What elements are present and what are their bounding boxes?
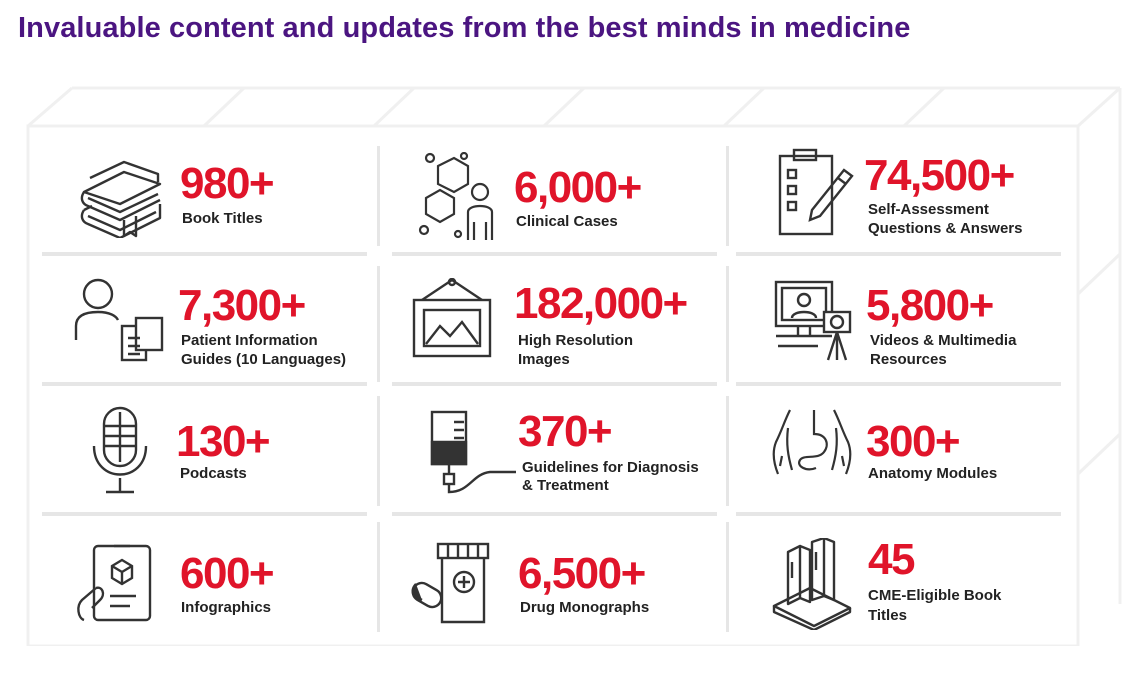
cropped-heading-line bbox=[0, 0, 1140, 4]
stat-anatomy-modules: 300+ Anatomy Modules bbox=[740, 396, 1070, 512]
stat-label: Titles bbox=[868, 607, 907, 624]
stat-value: 300+ bbox=[866, 417, 961, 466]
stat-guidelines: 370+ Guidelines for Diagnosis & Treatmen… bbox=[390, 396, 720, 512]
framed-picture-icon bbox=[412, 278, 492, 358]
stat-label: Podcasts bbox=[180, 465, 247, 482]
microphone-icon bbox=[92, 406, 148, 496]
stat-label: Self-Assessment bbox=[868, 201, 989, 218]
stat-cme-book-titles: 45 CME-Eligible Book Titles bbox=[740, 526, 1070, 638]
row-divider bbox=[736, 382, 1061, 386]
stat-label: Images bbox=[518, 351, 570, 368]
pill-bottle-icon bbox=[410, 542, 492, 626]
column-divider bbox=[377, 266, 380, 382]
column-divider bbox=[726, 146, 729, 246]
stat-label: Resources bbox=[870, 351, 947, 368]
stat-patient-information: 7,300+ Patient Information Guides (10 La… bbox=[40, 264, 370, 382]
stat-label: Videos & Multimedia bbox=[870, 332, 1017, 349]
stat-label: High Resolution bbox=[518, 332, 633, 349]
stat-label: Questions & Answers bbox=[868, 220, 1023, 237]
stat-high-resolution-images: 182,000+ High Resolution Images bbox=[390, 264, 720, 382]
stat-label: Drug Monographs bbox=[520, 599, 650, 616]
stat-clinical-cases: 6,000+ Clinical Cases bbox=[390, 140, 720, 250]
stat-value: 6,000+ bbox=[514, 163, 642, 212]
stat-value: 370+ bbox=[518, 407, 613, 456]
stat-label: Infographics bbox=[181, 599, 272, 616]
torso-anatomy-icon bbox=[770, 408, 854, 496]
row-divider bbox=[42, 382, 367, 386]
column-divider bbox=[377, 396, 380, 506]
column-divider bbox=[377, 522, 380, 632]
row-divider bbox=[736, 512, 1061, 516]
column-divider bbox=[726, 522, 729, 632]
column-divider bbox=[726, 266, 729, 382]
stat-value: 7,300+ bbox=[178, 281, 306, 330]
row-divider bbox=[736, 252, 1061, 256]
stat-book-titles: 980+ Book Titles bbox=[40, 140, 370, 250]
column-divider bbox=[726, 396, 729, 506]
book-stack-icon bbox=[770, 538, 854, 630]
row-divider bbox=[392, 252, 717, 256]
stat-infographics: 600+ Infographics bbox=[40, 526, 370, 638]
row-divider bbox=[42, 252, 367, 256]
stat-value: 45 bbox=[868, 535, 915, 584]
background-frame bbox=[26, 86, 1122, 646]
stat-podcasts: 130+ Podcasts bbox=[40, 396, 370, 512]
stat-label: Guides (10 Languages) bbox=[181, 351, 347, 368]
stat-value: 5,800+ bbox=[866, 281, 994, 330]
row-divider bbox=[392, 382, 717, 386]
stat-label: Clinical Cases bbox=[516, 213, 618, 230]
monitor-camera-icon bbox=[774, 280, 856, 362]
stat-self-assessment: 74,500+ Self-Assessment Questions & Answ… bbox=[740, 140, 1070, 250]
stat-value: 980+ bbox=[180, 159, 275, 208]
stat-label: Patient Information bbox=[181, 332, 318, 349]
stat-label: Anatomy Modules bbox=[868, 465, 998, 482]
stat-videos-multimedia: 5,800+ Videos & Multimedia Resources bbox=[740, 264, 1070, 382]
stat-value: 600+ bbox=[180, 549, 275, 598]
stat-label: & Treatment bbox=[522, 477, 609, 494]
stat-label: Book Titles bbox=[182, 210, 263, 227]
stat-value: 182,000+ bbox=[514, 279, 688, 328]
tablet-hand-icon bbox=[74, 542, 154, 622]
row-divider bbox=[392, 512, 717, 516]
stat-value: 130+ bbox=[176, 417, 271, 466]
clinical-case-icon bbox=[418, 152, 502, 240]
stat-label: CME-Eligible Book bbox=[868, 587, 1002, 604]
stat-drug-monographs: 6,500+ Drug Monographs bbox=[390, 526, 720, 638]
checklist-pencil-icon bbox=[776, 148, 856, 238]
stat-label: Guidelines for Diagnosis bbox=[522, 459, 699, 476]
column-divider bbox=[377, 146, 380, 246]
stat-value: 74,500+ bbox=[864, 151, 1015, 200]
iv-bag-icon bbox=[430, 410, 516, 494]
page-title: Invaluable content and updates from the … bbox=[18, 12, 911, 44]
books-icon bbox=[80, 158, 164, 238]
stats-grid: 980+ Book Titles 6,000+ Clinical Cases bbox=[40, 140, 1064, 638]
stat-value: 6,500+ bbox=[518, 549, 646, 598]
row-divider bbox=[42, 512, 367, 516]
patient-documents-icon bbox=[74, 276, 166, 366]
